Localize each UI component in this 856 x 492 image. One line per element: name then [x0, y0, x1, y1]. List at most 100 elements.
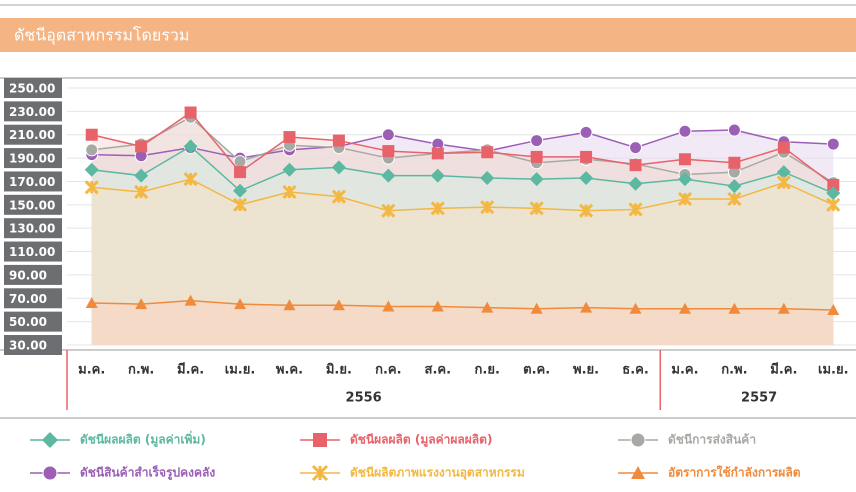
marker: [382, 300, 395, 312]
y-tick-box: [4, 124, 62, 145]
marker: [631, 466, 645, 479]
marker: [777, 302, 790, 314]
marker: [313, 433, 327, 447]
marker: [827, 178, 840, 191]
marker: [728, 302, 741, 314]
legend-item: ดัชนีผลิตภาพแรงงานอุตสาหกรรม: [300, 464, 525, 482]
marker: [84, 162, 99, 177]
marker: [677, 172, 692, 187]
legend-label: อัตราการใช้กำลังการผลิต: [668, 465, 801, 480]
marker: [579, 203, 594, 218]
marker: [85, 128, 98, 141]
year-label: 2556: [346, 391, 382, 406]
x-tick-label: พ.ย.: [573, 363, 599, 378]
marker: [282, 184, 297, 200]
y-tick-label: 150.00: [9, 198, 55, 212]
marker: [183, 139, 198, 154]
marker: [480, 200, 495, 215]
marker: [777, 141, 790, 154]
marker: [727, 191, 742, 207]
series-line: [91, 116, 834, 184]
marker: [677, 191, 693, 207]
y-tick-label: 110.00: [9, 245, 55, 259]
marker: [826, 197, 841, 212]
chart-title: ดัชนีอุตสาหกรรมโดยรวม: [14, 26, 189, 46]
y-tick-label: 190.00: [9, 152, 55, 166]
marker: [42, 432, 58, 448]
y-tick-label: 50.00: [9, 315, 47, 329]
y-tick-box: [4, 78, 62, 98]
marker: [630, 432, 646, 448]
marker: [381, 128, 395, 142]
y-tick-box: [4, 264, 62, 285]
x-tick-label: ม.ค.: [78, 363, 105, 378]
marker: [233, 155, 247, 169]
x-tick-label: ธ.ค.: [622, 363, 649, 378]
legend-label: ดัชนีสินค้าสำเร็จรูปคงคลัง: [80, 465, 215, 481]
x-tick-label: มิ.ย.: [326, 363, 352, 378]
y-tick-label: 250.00: [9, 82, 55, 96]
y-tick-box: [4, 288, 62, 309]
marker: [628, 176, 643, 191]
marker: [135, 140, 148, 153]
header-band: [0, 18, 856, 52]
marker: [629, 159, 642, 172]
y-tick-label: 170.00: [9, 175, 55, 189]
y-tick-box: [4, 335, 62, 355]
marker: [85, 296, 98, 308]
y-tick-label: 90.00: [9, 268, 47, 282]
marker: [184, 106, 197, 119]
legend-item: ดัชนีสินค้าสำเร็จรูปคงคลัง: [30, 465, 215, 481]
marker: [580, 301, 593, 313]
marker: [234, 166, 247, 179]
x-tick-label: มี.ค.: [177, 362, 204, 378]
y-tick-label: 130.00: [9, 222, 55, 236]
legend-label: ดัชนีผลิตภาพแรงงานอุตสาหกรรม: [350, 466, 525, 481]
marker: [135, 298, 148, 310]
marker: [311, 464, 329, 482]
y-tick-box: [4, 194, 62, 215]
series-area: [91, 179, 834, 345]
series-area: [91, 300, 834, 345]
marker: [629, 141, 643, 155]
marker: [184, 294, 197, 306]
y-tick-box: [4, 148, 62, 169]
y-tick-box: [4, 218, 62, 239]
x-tick-label: ก.พ.: [128, 363, 154, 378]
marker: [134, 168, 149, 183]
marker: [826, 137, 840, 151]
marker: [827, 303, 840, 315]
y-tick-box: [4, 171, 62, 192]
marker: [233, 183, 248, 198]
marker: [529, 201, 544, 216]
x-tick-label: พ.ค.: [276, 363, 303, 378]
x-tick-label: เม.ย.: [225, 363, 256, 378]
series-line: [91, 111, 834, 186]
y-tick-label: 70.00: [9, 292, 47, 306]
x-tick-label: ก.ย.: [475, 363, 500, 378]
marker: [430, 201, 445, 216]
marker: [480, 170, 495, 185]
series-line: [91, 129, 834, 159]
series-line: [91, 145, 834, 194]
marker: [381, 203, 396, 218]
legend-item: อัตราการใช้กำลังการผลิต: [618, 465, 801, 480]
marker: [628, 202, 643, 217]
legend-label: ดัชนีการส่งสินค้า: [668, 433, 756, 447]
y-tick-label: 30.00: [9, 339, 47, 353]
marker: [332, 299, 345, 311]
x-tick-label: เม.ย.: [818, 363, 849, 378]
marker: [282, 162, 297, 177]
marker: [84, 180, 99, 195]
marker: [529, 172, 544, 187]
legend-item: ดัชนีผลผลิต (มูลค่าผลผลิต): [300, 433, 492, 448]
marker: [232, 197, 248, 212]
marker: [776, 175, 791, 190]
marker: [332, 134, 345, 147]
marker: [776, 165, 791, 180]
marker: [85, 143, 99, 157]
marker: [826, 186, 841, 201]
x-tick-label: ส.ค.: [425, 363, 452, 378]
marker: [481, 146, 494, 159]
